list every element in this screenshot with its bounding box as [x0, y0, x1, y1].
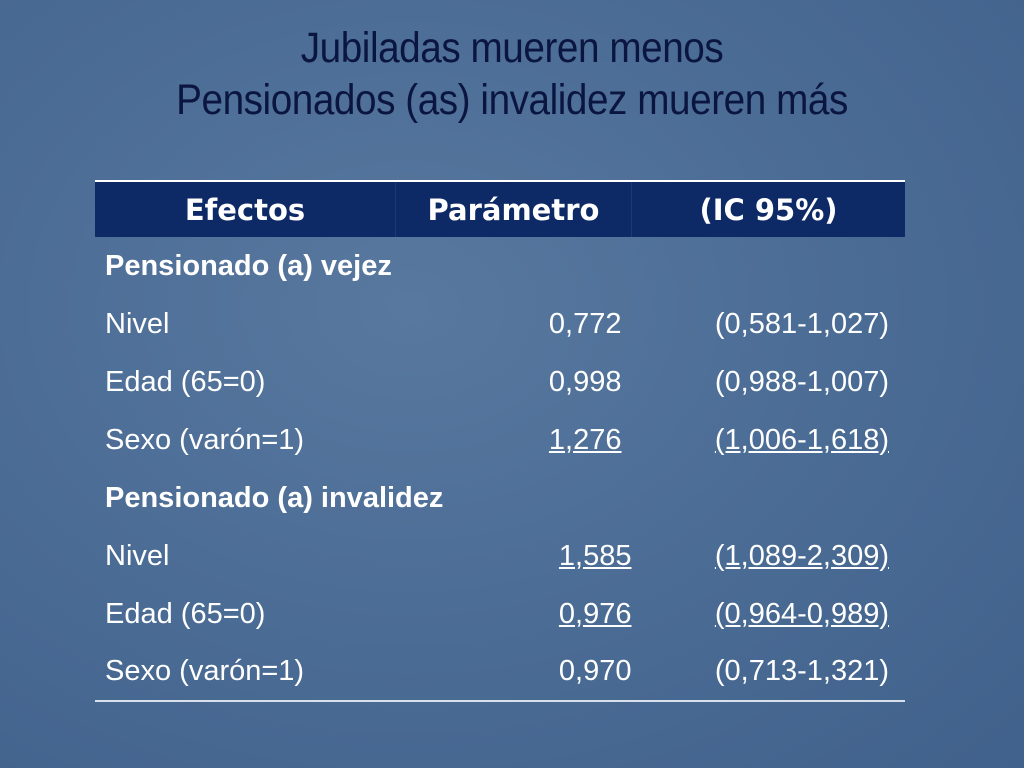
- section-label: Pensionado (a) invalidez: [105, 481, 444, 514]
- cell: Edad (65=0): [105, 597, 266, 630]
- row: Edad (65=0) 0,998 (0,988-1,007): [95, 353, 905, 411]
- header-row: Efectos Parámetro (IC 95%): [95, 181, 905, 237]
- section-row: Pensionado (a) vejez: [95, 237, 905, 295]
- cell: Edad (65=0): [105, 365, 266, 398]
- results-table: Efectos Parámetro (IC 95%) Pensionado (a…: [95, 180, 905, 702]
- cell: (0,988-1,007): [714, 365, 889, 398]
- cell-text: (1,089-2,309): [714, 539, 889, 572]
- header-cell: (IC 95%): [699, 192, 838, 227]
- cell: 0,998: [548, 365, 622, 398]
- cell: (0,713-1,321): [714, 655, 889, 687]
- cell: Sexo (varón=1): [105, 655, 305, 687]
- header-cell: Parámetro: [395, 181, 632, 237]
- cell: (1,089-2,309): [632, 527, 906, 585]
- cell: 1,276: [396, 411, 632, 469]
- cell: (0,964-0,989): [632, 585, 906, 643]
- table-body: Pensionado (a) vejez Nivel 0,772 (0,581-1,…: [95, 237, 905, 701]
- cell: (0,581-1,027): [714, 307, 889, 340]
- row: Edad (65=0) 0,976 (0,964-0,989): [95, 585, 905, 643]
- cell-text: 0,976: [558, 597, 632, 630]
- section-row: Pensionado (a) invalidez: [95, 469, 905, 527]
- row: Sexo (varón=1) 0,970 (0,713-1,321): [95, 643, 905, 701]
- title-line: Jubiladas mueren menos: [300, 24, 724, 72]
- row: Nivel 1,585 (1,089-2,309): [95, 527, 905, 585]
- header-cell: Efectos: [95, 181, 396, 237]
- cell-text: (1,006-1,618): [714, 423, 889, 456]
- table-header: Efectos Parámetro (IC 95%): [95, 181, 905, 237]
- title-line: Pensionados (as) invalidez mueren más: [176, 76, 848, 124]
- cell: 0,970: [558, 655, 632, 687]
- row: Nivel 0,772 (0,581-1,027): [95, 295, 905, 353]
- row: Sexo (varón=1) 1,276 (1,006-1,618): [95, 411, 905, 469]
- cell: Nivel: [105, 539, 170, 572]
- section-label: Pensionado (a) vejez: [105, 249, 392, 282]
- cell-text: 1,276: [548, 423, 622, 456]
- cell: Nivel: [105, 307, 170, 340]
- slide-title: Jubiladas mueren menos Pensionados (as) …: [0, 22, 1024, 126]
- cell-text: 1,585: [558, 539, 632, 572]
- cell: 1,585: [396, 527, 632, 585]
- cell-text: (0,964-0,989): [714, 597, 889, 630]
- cell: 0,976: [396, 585, 632, 643]
- cell: Sexo (varón=1): [105, 423, 305, 456]
- cell: 0,772: [548, 307, 622, 340]
- cell: (1,006-1,618): [632, 411, 906, 469]
